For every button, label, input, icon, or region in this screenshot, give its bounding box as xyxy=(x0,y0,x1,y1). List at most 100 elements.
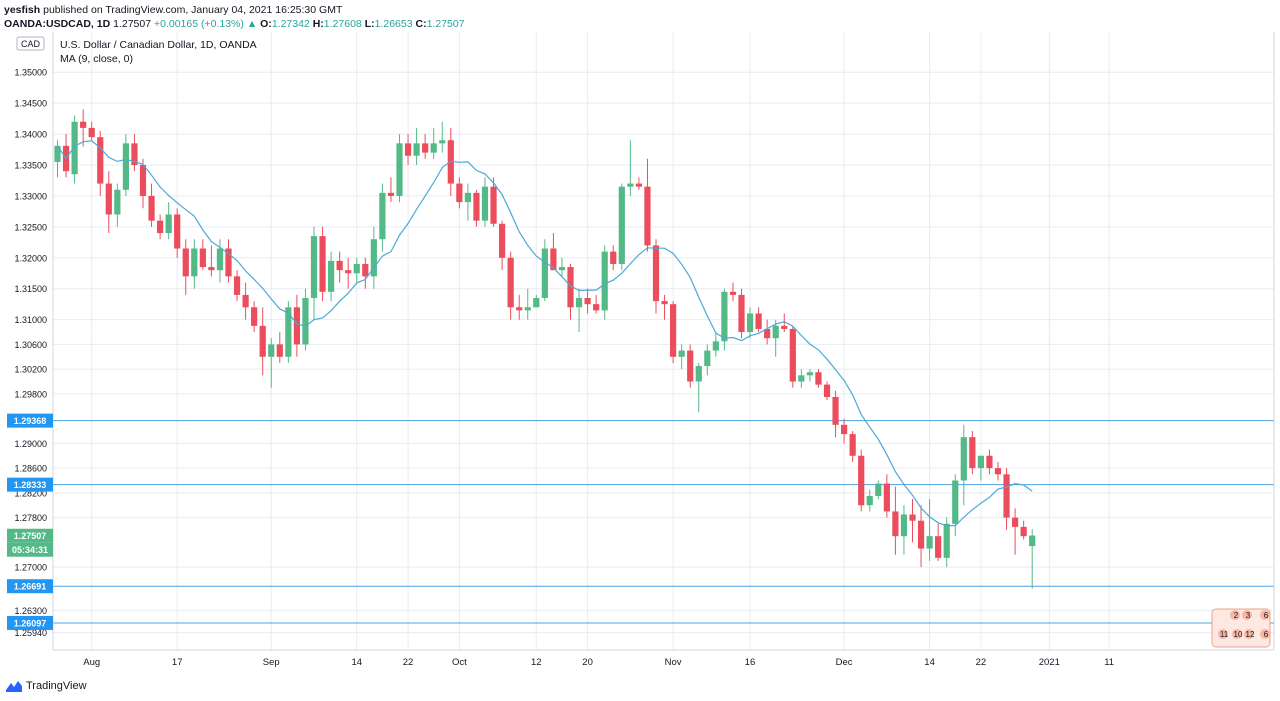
candle-body xyxy=(208,267,215,271)
candle-body xyxy=(823,384,831,397)
candle-body xyxy=(456,183,463,203)
candle-body xyxy=(627,183,634,187)
candle-body xyxy=(1003,474,1010,518)
candle-body xyxy=(584,298,591,305)
currency-badge[interactable]: CAD xyxy=(16,36,45,51)
candle-body xyxy=(225,248,232,277)
price-tick-label: 1.30600 xyxy=(14,340,47,350)
candle-body xyxy=(422,143,429,153)
candle-body xyxy=(251,307,258,326)
price-tick-label: 1.28200 xyxy=(14,488,47,498)
price-tick-label: 1.34500 xyxy=(14,99,47,109)
candle-body xyxy=(216,248,224,271)
candle-body xyxy=(439,140,446,144)
publish-line: yesfish published on TradingView.com, Ja… xyxy=(4,3,465,17)
candle-body xyxy=(781,325,788,329)
candle-body xyxy=(199,248,206,268)
time-tick-label: Dec xyxy=(836,657,853,668)
candle-body xyxy=(575,298,583,308)
event-badges[interactable]: 2 3 6 11 10 12 6 xyxy=(1211,608,1271,648)
candle-body xyxy=(97,137,104,184)
low-value: 1.26653 xyxy=(374,18,413,30)
legend-indicator[interactable]: MA (9, close, 0) xyxy=(60,53,133,65)
candle-body xyxy=(473,192,480,221)
time-tick-label: Oct xyxy=(452,657,467,668)
candle-body xyxy=(319,236,326,292)
candle-body xyxy=(977,455,984,469)
price-axis[interactable]: 1.35000 1.34500 1.34000 1.33500 1.33000 1.325… xyxy=(7,68,53,638)
currency-badge-label: CAD xyxy=(21,39,41,49)
price-tag-box[interactable] xyxy=(7,413,53,428)
candle-body xyxy=(593,304,600,311)
candle-body xyxy=(567,267,574,308)
candle-body xyxy=(404,143,412,156)
candle-body xyxy=(174,214,181,249)
price-tick-label: 1.29000 xyxy=(14,439,47,449)
event-badge-count: 3 xyxy=(1246,611,1251,620)
event-flag-icon[interactable] xyxy=(1260,610,1270,620)
footer-brand[interactable]: TradingView xyxy=(6,680,87,692)
time-tick-label: 20 xyxy=(582,657,593,668)
candle-body xyxy=(960,437,967,481)
candle-body xyxy=(139,165,147,196)
candle-body xyxy=(909,514,916,521)
candle-body xyxy=(182,248,189,277)
candle-body xyxy=(387,192,395,196)
horizontal-levels[interactable] xyxy=(53,420,1274,624)
candle-body xyxy=(242,294,249,308)
tradingview-logo-icon xyxy=(6,681,22,692)
event-flag-icon[interactable] xyxy=(1218,629,1228,639)
symbol-label: OANDA:USDCAD, 1D xyxy=(4,18,111,30)
author[interactable]: yesfish xyxy=(4,4,41,16)
high-label: H: xyxy=(312,18,324,30)
time-tick-label: 2021 xyxy=(1039,657,1060,668)
price-tag-label: 1.29368 xyxy=(14,416,47,426)
candle-body xyxy=(618,186,625,264)
time-tick-label: 12 xyxy=(531,657,542,668)
candle-body xyxy=(755,313,762,329)
candle-body xyxy=(652,245,660,302)
candle-body xyxy=(678,350,685,357)
price-tick-label: 1.29800 xyxy=(14,389,47,399)
price-tag-box[interactable] xyxy=(7,579,53,594)
event-flag-icon[interactable] xyxy=(1244,629,1254,639)
candle-body xyxy=(738,294,745,333)
event-badge-count: 2 xyxy=(1234,611,1239,620)
price-tick-label: 1.32000 xyxy=(14,253,47,263)
price-tick-label: 1.30200 xyxy=(14,365,47,375)
price-tag-box[interactable] xyxy=(7,528,53,543)
candle-body xyxy=(969,437,976,469)
candle-body xyxy=(550,248,557,271)
candle-body xyxy=(191,248,198,277)
candle-body xyxy=(789,328,796,382)
candle-body xyxy=(943,523,950,558)
candle-body xyxy=(764,328,771,339)
candle-body xyxy=(875,483,882,496)
price-tick-label: 1.32500 xyxy=(14,222,47,232)
price-tag-box[interactable] xyxy=(7,477,53,492)
price-tag-box[interactable] xyxy=(7,615,53,630)
last-price: 1.27507 xyxy=(113,18,152,30)
event-flag-icon[interactable] xyxy=(1242,610,1252,620)
chart-header: yesfish published on TradingView.com, Ja… xyxy=(4,3,465,31)
high-value: 1.27608 xyxy=(323,18,362,30)
price-tag-label: 1.26097 xyxy=(14,618,47,628)
candle-body xyxy=(524,307,531,311)
price-tick-label: 1.31000 xyxy=(14,315,47,325)
time-tick-label: 14 xyxy=(351,657,362,668)
candle-body xyxy=(729,291,737,295)
candle-body xyxy=(900,514,908,537)
time-axis[interactable]: Aug 17 Sep 14 22 Oct 12 20 Nov 16 Dec 14 22 2021 11 xyxy=(83,657,1114,668)
event-flag-icon[interactable] xyxy=(1232,629,1242,639)
event-badge-count: 6 xyxy=(1264,611,1269,620)
grid-lines xyxy=(53,32,1274,650)
candle-body xyxy=(105,183,112,215)
event-flag-icon[interactable] xyxy=(1260,629,1270,639)
price-tag-box[interactable] xyxy=(7,542,53,557)
candle-body xyxy=(71,121,78,175)
candle-body xyxy=(276,344,283,357)
candle-body xyxy=(635,183,642,187)
event-flag-icon[interactable] xyxy=(1230,610,1240,620)
candle-body xyxy=(986,455,993,469)
